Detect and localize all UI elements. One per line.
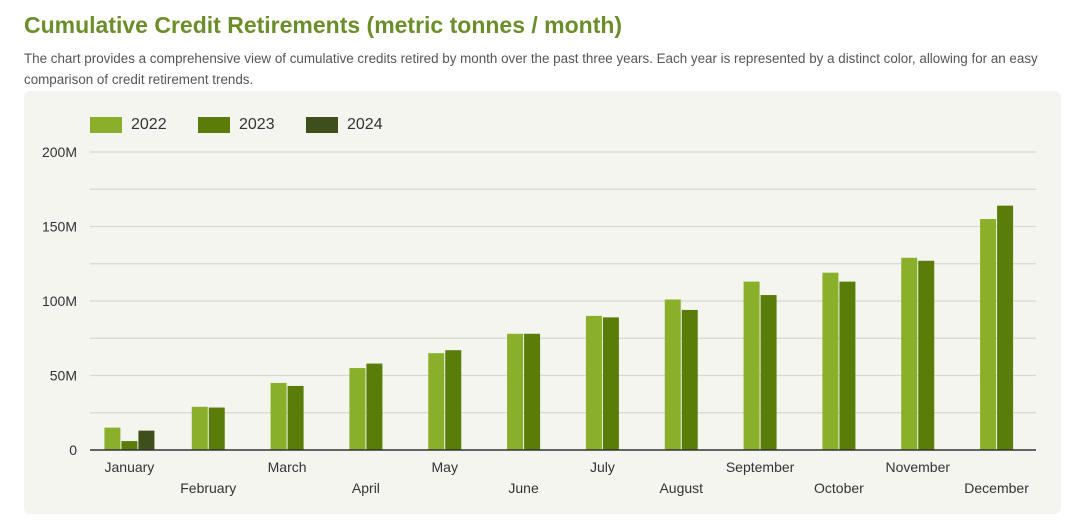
bar-2023-august	[681, 309, 698, 450]
bar-2023-july	[602, 317, 619, 450]
chart-description: The chart provides a comprehensive view …	[24, 51, 1038, 87]
bar-2022-november	[901, 257, 918, 450]
bar-2022-december	[980, 219, 997, 450]
bar-2022-april	[349, 368, 366, 450]
bar-2023-june	[524, 333, 541, 450]
legend-item-2023[interactable]: 2023	[198, 116, 306, 134]
bar-2023-october	[839, 281, 856, 450]
chart-panel: 2022 2023 2024 0 50M 100M 150M 200M January Fe…	[24, 91, 1061, 514]
bar-2022-march	[270, 382, 287, 450]
x-tick-label: March	[268, 459, 307, 475]
y-tick-label: 100M	[42, 293, 77, 309]
x-tick-label: October	[814, 480, 864, 496]
bar-2022-august	[664, 299, 681, 450]
legend-label-2022: 2022	[131, 116, 167, 133]
y-tick-label: 200M	[42, 144, 77, 160]
legend-label-2023: 2023	[239, 116, 275, 133]
bar-2023-december	[997, 205, 1014, 450]
bar-2022-may	[428, 353, 445, 450]
x-tick-label: July	[590, 459, 615, 475]
bar-2022-february	[191, 406, 208, 450]
bar-2023-april	[366, 363, 383, 450]
legend-item-2022[interactable]: 2022	[90, 116, 198, 134]
bar-2022-june	[507, 333, 524, 450]
bar-2023-january	[121, 441, 138, 450]
y-tick-label: 0	[69, 442, 77, 458]
bar-2023-march	[287, 385, 304, 450]
bar-2022-october	[822, 272, 839, 450]
legend-swatch-2024	[306, 117, 338, 133]
bar-2023-may	[445, 350, 462, 450]
chart-title: Cumulative Credit Retirements (metric to…	[24, 12, 623, 38]
x-tick-label: November	[885, 459, 950, 475]
bar-2023-november	[918, 260, 935, 450]
legend-swatch-2022	[90, 117, 122, 133]
legend-swatch-2023	[198, 117, 230, 133]
x-tick-label: June	[508, 480, 539, 496]
y-tick-label: 50M	[50, 368, 77, 384]
bar-2022-september	[743, 281, 760, 450]
x-tick-label: May	[432, 459, 458, 475]
bar-2022-july	[585, 315, 602, 450]
x-tick-label: August	[659, 480, 703, 496]
legend: 2022 2023 2024	[90, 116, 414, 134]
bar-2024-january	[138, 430, 155, 450]
x-tick-label: January	[105, 459, 155, 475]
legend-item-2024[interactable]: 2024	[306, 116, 414, 134]
x-tick-label: April	[352, 480, 380, 496]
legend-label-2024: 2024	[347, 116, 383, 133]
bar-2022-january	[104, 427, 121, 450]
x-tick-label: February	[180, 480, 236, 496]
bar-2023-february	[208, 407, 225, 450]
bar-2023-september	[760, 295, 777, 450]
bar-chart: 0 50M 100M 150M 200M January February March Apri…	[42, 144, 1036, 496]
x-tick-label: September	[726, 459, 795, 475]
x-tick-label: December	[964, 480, 1029, 496]
y-tick-label: 150M	[42, 219, 77, 235]
